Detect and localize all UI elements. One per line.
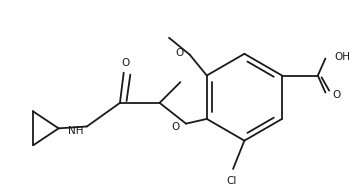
Text: O: O: [121, 58, 130, 68]
Text: O: O: [171, 122, 179, 132]
Text: Cl: Cl: [226, 176, 236, 185]
Text: NH: NH: [68, 126, 83, 136]
Text: O: O: [175, 48, 183, 58]
Text: O: O: [332, 90, 340, 100]
Text: OH: OH: [334, 52, 350, 62]
